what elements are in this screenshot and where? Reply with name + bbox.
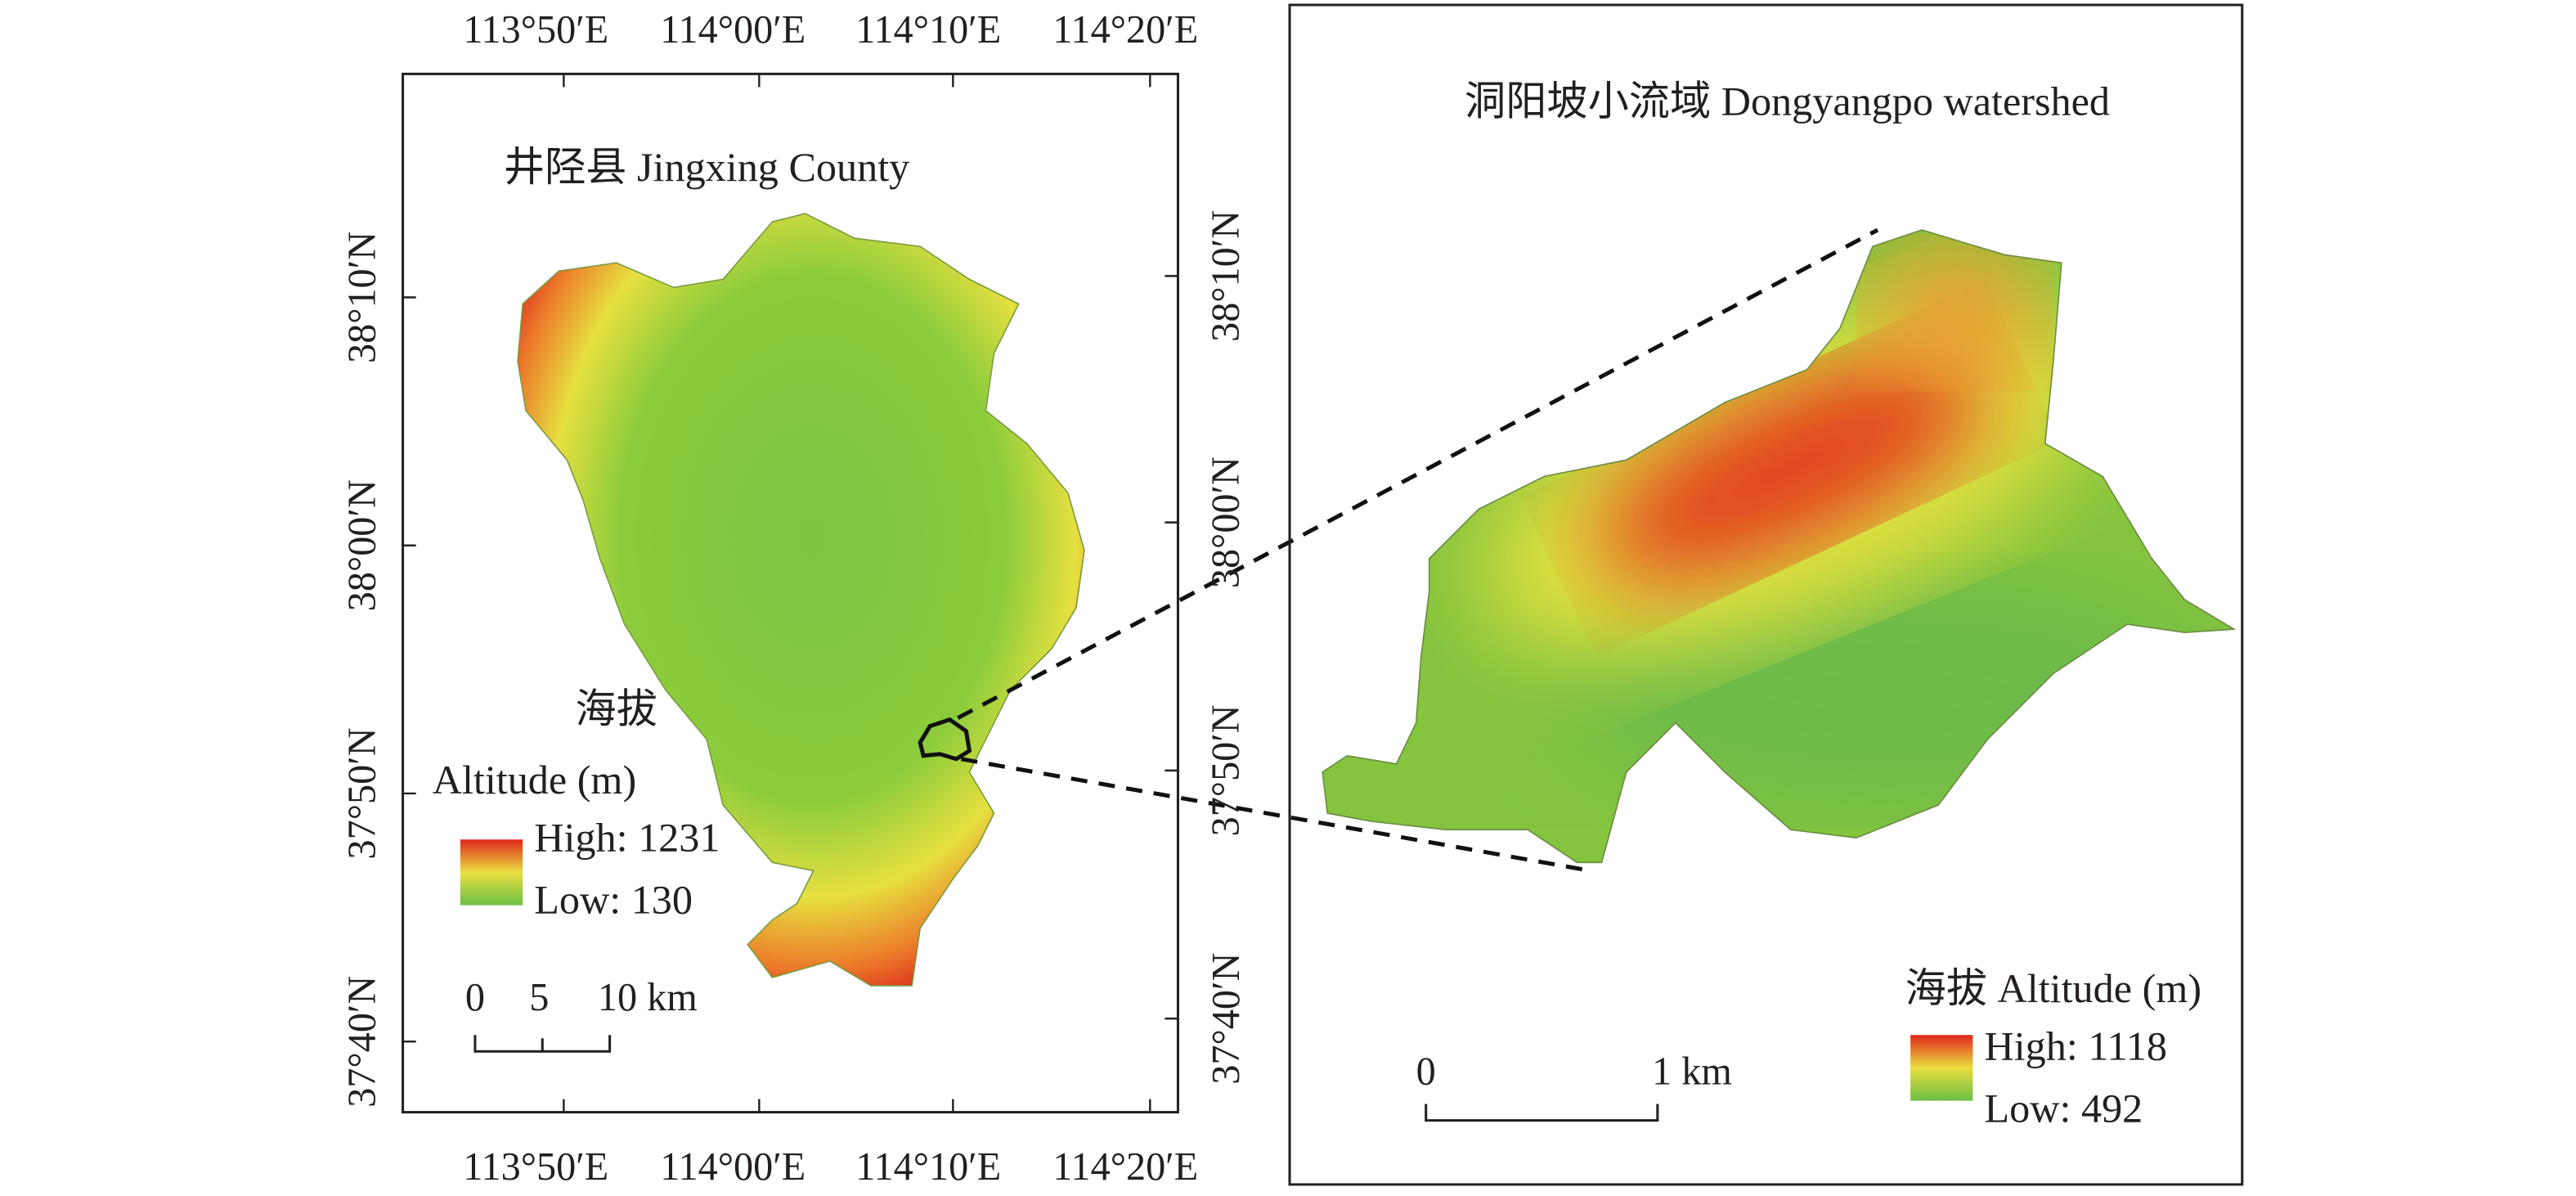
legend-title-en: Altitude (m)	[433, 757, 637, 803]
lon-label: 113°50′E	[463, 8, 608, 52]
lon-label: 114°00′E	[660, 1145, 806, 1189]
scale-label: 10 km	[598, 976, 698, 1019]
lon-label: 114°20′E	[1052, 1145, 1198, 1189]
legend-high: High: 1118	[1984, 1023, 2167, 1068]
lat-label: 38°00′N	[1205, 456, 1248, 588]
lat-label: 38°00′N	[340, 479, 384, 611]
lon-label: 113°50′E	[463, 1145, 608, 1189]
legend-low: Low: 492	[1984, 1086, 2143, 1131]
legend-title: 海拔 Altitude (m)	[1905, 965, 2201, 1011]
lat-label: 37°40′N	[1205, 953, 1248, 1085]
watershed-boundary	[1322, 229, 2237, 864]
scale-label: 0	[1416, 1050, 1436, 1093]
zoom-lines	[957, 227, 1879, 873]
scale-label: 0	[465, 976, 485, 1019]
legend-color-ramp	[460, 839, 523, 906]
watershed-dem	[1322, 230, 2234, 863]
county-dem	[517, 213, 1085, 987]
lat-label: 37°40′N	[340, 976, 384, 1108]
left-map-title: 井陉县 Jingxing County	[504, 144, 909, 190]
lon-label: 114°00′E	[660, 8, 806, 52]
right-map-title: 洞阳坡小流域 Dongyangpo watershed	[1465, 79, 2110, 124]
watershed-outline	[918, 717, 972, 762]
lon-label: 114°20′E	[1052, 8, 1198, 52]
legend-high: High: 1231	[534, 814, 720, 860]
scale-bar	[473, 1035, 612, 1053]
lat-label: 37°50′N	[1205, 704, 1248, 836]
legend-title-cn: 海拔	[575, 686, 657, 732]
lat-label: 38°10′N	[340, 232, 384, 363]
scale-bar	[1425, 1104, 1659, 1122]
lon-label: 114°10′E	[855, 8, 1001, 52]
scale-label: 1 km	[1652, 1050, 1732, 1093]
legend-color-ramp	[1910, 1035, 1973, 1101]
scale-label: 5	[529, 976, 549, 1019]
left-map-frame	[402, 72, 1179, 1114]
right-map-frame	[1288, 3, 2244, 1186]
left-ticks	[402, 74, 1178, 1113]
legend-low: Low: 130	[534, 877, 693, 923]
lat-label: 38°10′N	[1205, 210, 1248, 342]
lat-label: 37°50′N	[340, 727, 384, 859]
lon-label: 114°10′E	[855, 1145, 1001, 1189]
